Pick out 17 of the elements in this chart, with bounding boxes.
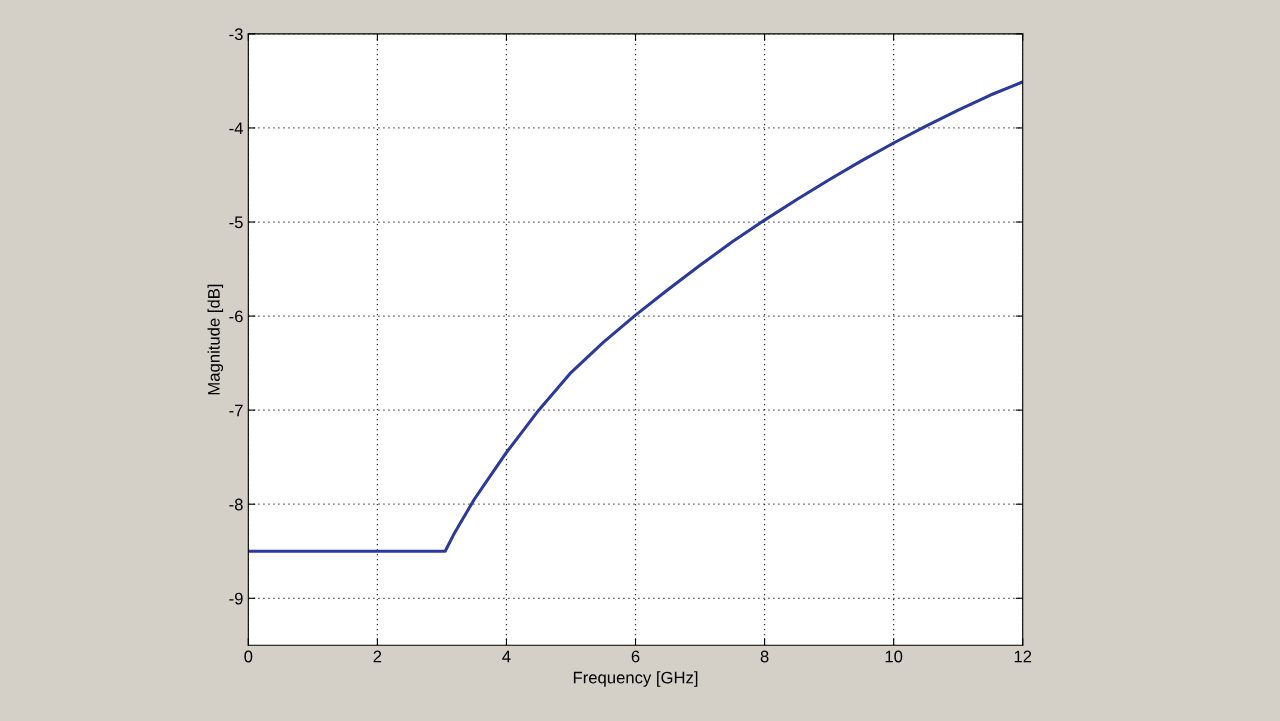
line-series (248, 80, 1023, 553)
x-tick-label: 4 (502, 650, 511, 663)
y-tick-label: -7 (229, 404, 243, 417)
x-tick-label: 8 (760, 650, 769, 663)
y-tick-label: -3 (229, 28, 243, 41)
y-tick-label: -4 (229, 122, 243, 134)
x-tick-label: 0 (244, 650, 253, 663)
x-tick-label: 10 (885, 650, 903, 663)
x-tick-label: 6 (631, 650, 640, 663)
x-axis-title: Frequency [GHz] (573, 671, 698, 687)
y-tick-label: -6 (229, 310, 243, 323)
x-tick-label: 2 (373, 650, 382, 663)
y-tick-label: -5 (229, 216, 243, 229)
x-tick-label: 12 (1014, 650, 1032, 663)
y-axis-title: Magnitude [dB] (207, 284, 224, 395)
y-tick-label: -9 (229, 592, 243, 605)
y-tick-label: -8 (229, 498, 243, 511)
